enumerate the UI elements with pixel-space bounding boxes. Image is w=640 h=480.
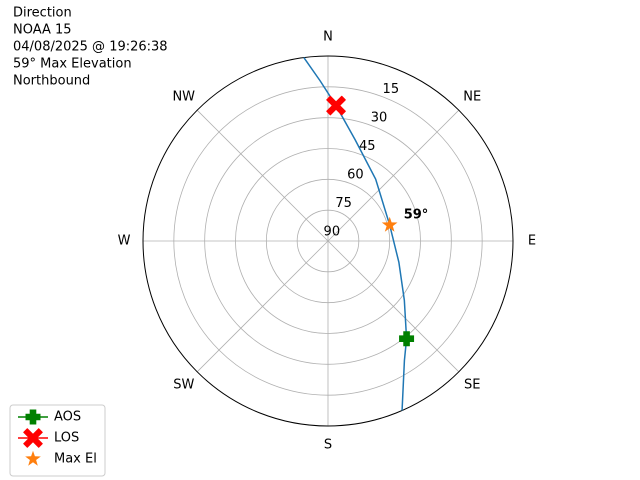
legend-label: Max El [54,452,97,467]
title-line: Northbound [13,74,90,89]
grid-ring [173,86,483,396]
direction-label: E [528,234,536,249]
title-line: Direction [13,6,72,21]
direction-label: SW [173,378,194,393]
marker-plus [399,331,415,347]
track-line [303,57,408,411]
direction-label: S [324,438,332,453]
marker-star [381,216,398,232]
legend-label: LOS [54,431,79,446]
direction-label: NW [172,89,195,104]
r-tick-label: 60 [347,167,364,182]
r-tick-label: 90 [324,224,341,239]
marker-x [23,428,43,448]
grid-ring [235,148,421,334]
direction-label: W [118,234,131,249]
title-line: NOAA 15 [13,23,72,38]
direction-label: N [323,30,333,45]
direction-label: SE [464,378,480,393]
title-line: 04/08/2025 @ 19:26:38 [13,40,168,55]
value-label: 59° [404,208,429,223]
legend-label: AOS [54,410,81,425]
grid-ring [204,117,452,365]
outer-ring [142,55,514,427]
direction-label: NE [463,89,481,104]
title-line: 59° Max Elevation [13,57,132,72]
marker-x [326,95,346,116]
grid-ring [296,209,360,273]
r-tick-label: 75 [335,196,352,211]
r-tick-label: 45 [359,139,376,154]
marker-plus [25,409,41,425]
marker-star [25,450,41,466]
grid-ring [265,178,391,304]
r-tick-label: 15 [383,82,400,97]
r-tick-label: 30 [371,110,388,125]
